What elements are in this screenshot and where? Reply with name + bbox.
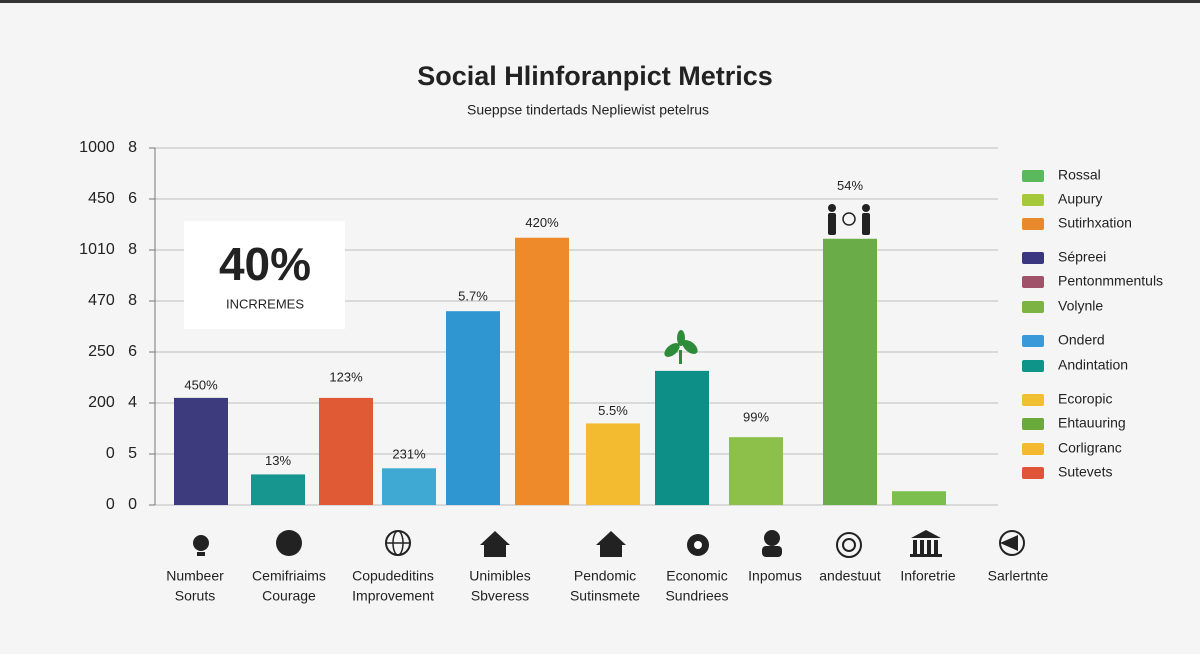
people-icon [828,204,870,235]
footer-label: andestuut [819,568,881,584]
bar [382,468,436,505]
bar-label: 420% [525,215,559,230]
bar-label: 54% [837,178,863,193]
footer-label: Sarlertnte [988,568,1049,584]
footer-label: Cemifriaims [252,568,326,584]
callout-label: INCRREMES [226,296,304,311]
footer-label: Inforetrie [900,568,955,584]
legend-label: Ecoropic [1058,391,1112,407]
legend-swatch [1022,252,1044,264]
svg-text:$: $ [285,535,293,551]
footer-label: Courage [262,588,316,604]
legend-swatch [1022,443,1044,455]
bar [319,397,373,505]
bar [655,370,709,505]
footer-label: Pendomic [574,568,636,584]
bar [446,311,500,505]
y-tick-label: 250 6 [88,343,137,360]
plot-area: 0 0 0 5 200 4 250 6 470 8 1010 8 450 6 1000 8 45… [79,139,1163,603]
plant-icon [664,330,698,364]
bar [174,397,228,505]
legend-label: Ehtauuring [1058,415,1126,431]
y-tick-label: 200 4 [88,394,137,411]
footer-label: Economic [666,568,727,584]
bar [892,491,946,505]
bar [729,437,783,505]
legend-swatch [1022,360,1044,372]
legend-label: Sutirhxation [1058,215,1132,231]
footer-label: Sbveress [471,588,529,604]
footer-label: Numbeer [166,568,224,584]
footer-label: Unimibles [469,568,530,584]
legend-swatch [1022,467,1044,479]
y-tick-label: 450 6 [88,190,137,207]
legend-label: Corligranc [1058,440,1122,456]
bar [586,423,640,505]
legend-swatch [1022,301,1044,313]
callout-value: 40% [219,238,311,290]
legend-swatch [1022,194,1044,206]
footer-label: Soruts [175,588,215,604]
legend-label: Pentonmmentuls [1058,273,1163,289]
bar-label: 5.7% [458,289,488,304]
legend-swatch [1022,394,1044,406]
footer-label: Sundriees [665,588,728,604]
legend-swatch [1022,276,1044,288]
chart-title: Social Hlinforanpict Metrics [417,61,773,91]
chart-subtitle: Sueppse tindertads Nepliewist petelrus [467,102,709,118]
y-tick-label: 0 5 [106,445,137,462]
y-tick-label: 0 0 [106,496,137,513]
bar-label: 231% [392,447,426,462]
bar [251,474,305,505]
bar-label: 450% [184,377,218,392]
y-tick-label: 1000 8 [79,139,137,156]
callout-box [184,221,345,329]
legend-swatch [1022,418,1044,430]
y-tick-label: 1010 8 [79,241,137,258]
legend-label: Onderd [1058,332,1105,348]
legend-swatch [1022,218,1044,230]
top-border [0,0,1200,3]
bar [515,237,569,505]
footer-label: Inpomus [748,568,802,584]
footer-label: Sutinsmete [570,588,640,604]
bar-label: 99% [743,410,769,425]
legend-swatch [1022,170,1044,182]
legend-label: Sutevets [1058,464,1112,480]
footer-icons: $ [193,530,1025,558]
footer-label: Copudeditins [352,568,434,584]
bar [823,238,877,505]
legend-label: Aupury [1058,191,1102,207]
legend-label: Sépreei [1058,249,1106,265]
legend-label: Rossal [1058,167,1101,183]
bar-label: 5.5% [598,403,628,418]
legend-label: Volynle [1058,298,1103,314]
legend-swatch [1022,335,1044,347]
legend-label: Andintation [1058,357,1128,373]
y-tick-label: 470 8 [88,292,137,309]
bar-label: 123% [329,369,363,384]
bar-label: 13% [265,453,291,468]
footer-label: Improvement [352,588,434,604]
